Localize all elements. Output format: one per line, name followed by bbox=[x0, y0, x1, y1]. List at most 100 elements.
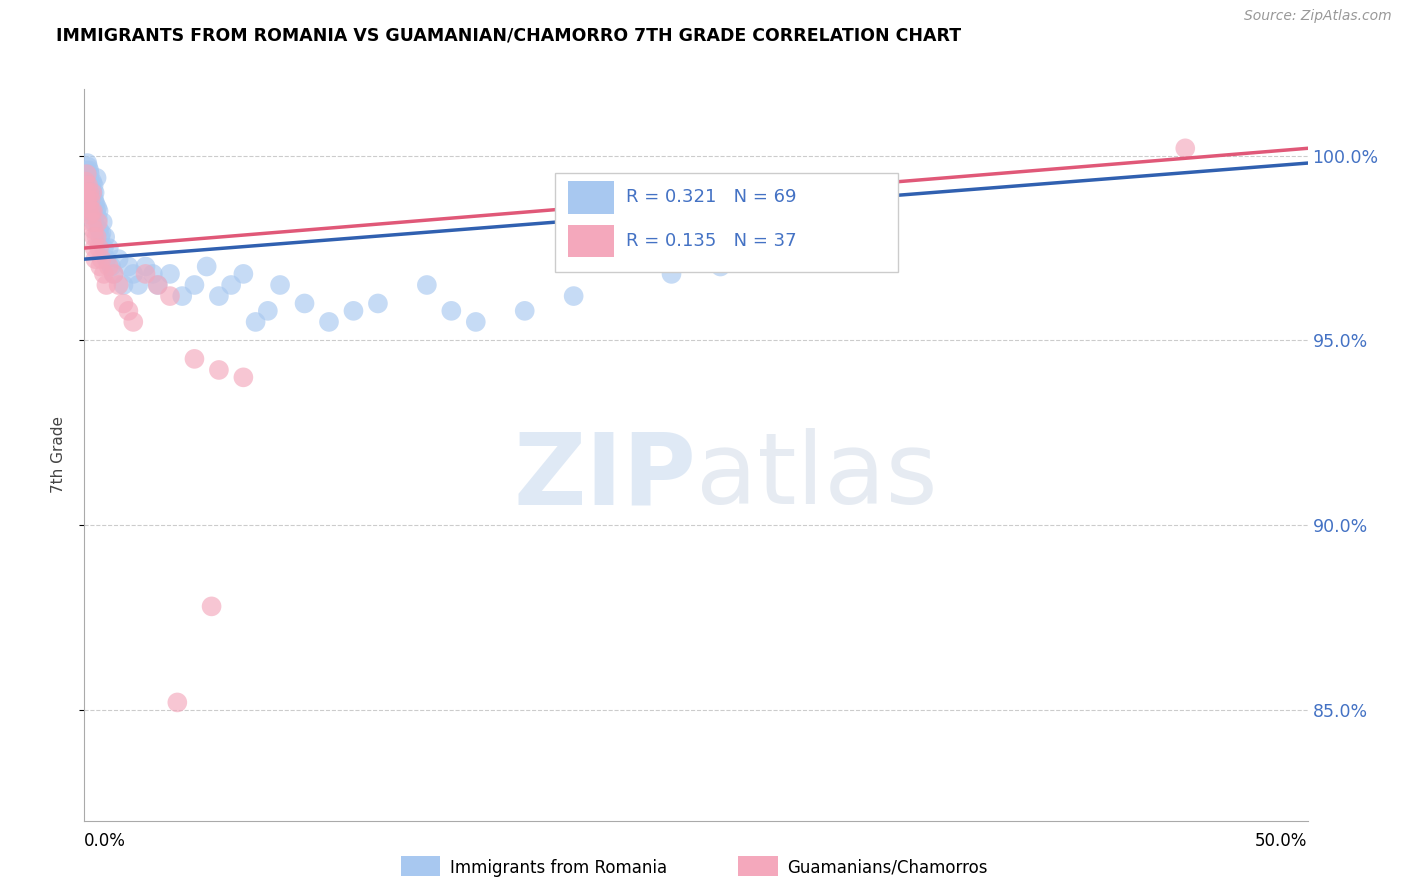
Point bbox=[82, 186, 104, 200]
Point bbox=[107, 252, 129, 267]
Point bbox=[232, 267, 254, 281]
Point bbox=[83, 178, 105, 193]
Point bbox=[87, 241, 110, 255]
Point bbox=[80, 215, 103, 229]
Point bbox=[172, 289, 194, 303]
Point bbox=[89, 230, 111, 244]
Point bbox=[96, 277, 118, 292]
Point bbox=[96, 252, 118, 267]
Point bbox=[142, 267, 165, 281]
Point bbox=[127, 277, 149, 292]
Point bbox=[112, 277, 135, 292]
Point bbox=[318, 315, 340, 329]
Point bbox=[76, 193, 98, 207]
Point bbox=[82, 208, 104, 222]
Point bbox=[112, 296, 135, 310]
Point bbox=[83, 193, 105, 207]
Point bbox=[245, 315, 267, 329]
Point bbox=[807, 230, 830, 244]
Point bbox=[232, 370, 254, 384]
Point bbox=[269, 277, 291, 292]
Point bbox=[166, 695, 188, 709]
Text: ZIP: ZIP bbox=[513, 428, 696, 525]
Point bbox=[76, 163, 98, 178]
Point bbox=[100, 260, 122, 274]
Point bbox=[93, 241, 115, 255]
Point bbox=[82, 175, 104, 189]
Point bbox=[77, 193, 100, 207]
Point bbox=[86, 230, 108, 244]
Point bbox=[87, 222, 110, 236]
Point bbox=[83, 230, 105, 244]
Text: 0.0%: 0.0% bbox=[84, 831, 127, 850]
Point bbox=[103, 267, 125, 281]
Point bbox=[75, 175, 97, 189]
Point bbox=[416, 277, 439, 292]
Point bbox=[77, 170, 100, 185]
Text: atlas: atlas bbox=[696, 428, 938, 525]
Point bbox=[84, 196, 107, 211]
Point bbox=[77, 201, 100, 215]
Point bbox=[159, 289, 181, 303]
Text: Guamanians/Chamorros: Guamanians/Chamorros bbox=[787, 859, 988, 877]
Point bbox=[83, 215, 105, 229]
Point bbox=[342, 303, 364, 318]
Point bbox=[135, 260, 157, 274]
Point bbox=[91, 215, 114, 229]
Point bbox=[219, 277, 242, 292]
FancyBboxPatch shape bbox=[555, 173, 898, 272]
Point bbox=[257, 303, 280, 318]
Point bbox=[86, 201, 108, 215]
Point bbox=[84, 204, 107, 219]
Point bbox=[80, 182, 103, 196]
Point bbox=[75, 175, 97, 189]
Point bbox=[82, 186, 104, 200]
Point bbox=[77, 163, 100, 178]
Point bbox=[122, 267, 145, 281]
Point bbox=[90, 252, 112, 267]
Point bbox=[758, 241, 780, 255]
Point bbox=[75, 186, 97, 200]
Point bbox=[103, 267, 125, 281]
Point bbox=[94, 230, 117, 244]
Point bbox=[83, 186, 105, 200]
Point bbox=[75, 167, 97, 181]
Point bbox=[159, 267, 181, 281]
Point bbox=[367, 296, 389, 310]
Point bbox=[183, 277, 205, 292]
Point bbox=[90, 227, 112, 241]
Point bbox=[1174, 141, 1197, 155]
Point bbox=[84, 252, 107, 267]
Point bbox=[77, 160, 100, 174]
Y-axis label: 7th Grade: 7th Grade bbox=[51, 417, 66, 493]
Point bbox=[661, 267, 683, 281]
Point bbox=[77, 178, 100, 193]
Point bbox=[79, 175, 101, 189]
Text: R = 0.321   N = 69: R = 0.321 N = 69 bbox=[626, 188, 797, 206]
Point bbox=[294, 296, 316, 310]
FancyBboxPatch shape bbox=[568, 225, 614, 258]
Point bbox=[83, 222, 105, 236]
Text: 50.0%: 50.0% bbox=[1256, 831, 1308, 850]
Point bbox=[83, 241, 105, 255]
Point bbox=[122, 315, 145, 329]
Point bbox=[77, 178, 100, 193]
Point bbox=[93, 267, 115, 281]
Point bbox=[440, 303, 463, 318]
Point bbox=[79, 193, 101, 207]
Point bbox=[87, 211, 110, 226]
Point bbox=[195, 260, 218, 274]
Point bbox=[200, 599, 222, 614]
Text: Source: ZipAtlas.com: Source: ZipAtlas.com bbox=[1244, 9, 1392, 23]
Point bbox=[80, 186, 103, 200]
Text: Immigrants from Romania: Immigrants from Romania bbox=[450, 859, 666, 877]
Text: IMMIGRANTS FROM ROMANIA VS GUAMANIAN/CHAMORRO 7TH GRADE CORRELATION CHART: IMMIGRANTS FROM ROMANIA VS GUAMANIAN/CHA… bbox=[56, 27, 962, 45]
Point bbox=[208, 363, 231, 377]
Point bbox=[87, 204, 110, 219]
FancyBboxPatch shape bbox=[568, 180, 614, 213]
Text: R = 0.135   N = 37: R = 0.135 N = 37 bbox=[626, 232, 797, 251]
Point bbox=[79, 204, 101, 219]
Point bbox=[562, 289, 585, 303]
Point bbox=[79, 208, 101, 222]
Point bbox=[709, 260, 731, 274]
